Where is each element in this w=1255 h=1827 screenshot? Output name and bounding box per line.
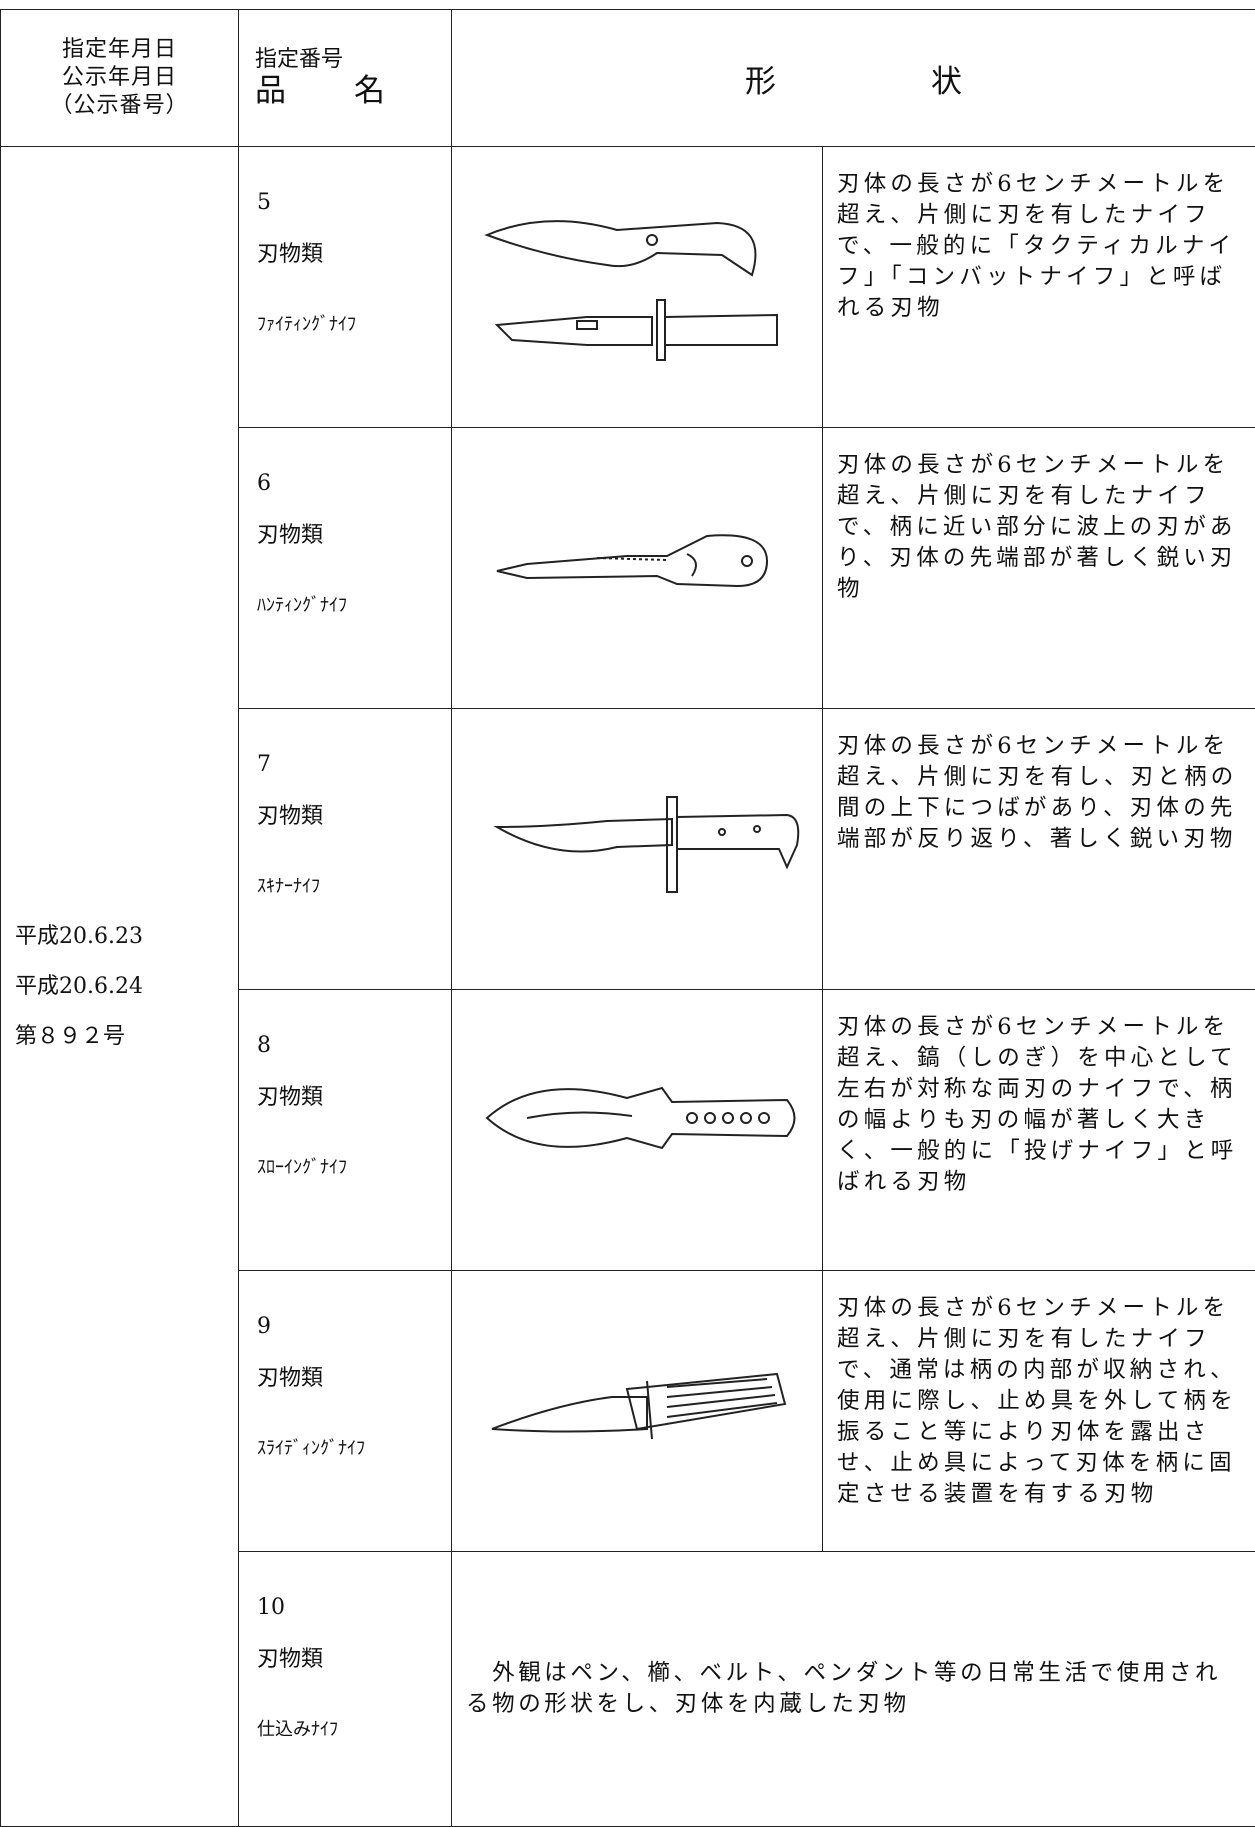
item-number: 9 — [257, 1301, 451, 1353]
item-name: ｽｷﾅｰﾅｲﾌ — [257, 861, 451, 913]
item-category: 刃物類 — [257, 1634, 451, 1686]
item-number: 8 — [257, 1020, 451, 1072]
picture-cell — [452, 1271, 823, 1552]
item-name: ﾊﾝﾃｨﾝｸﾞﾅｲﾌ — [257, 580, 451, 632]
item-category: 刃物類 — [257, 1353, 451, 1405]
item-name: ｽﾛｰｲﾝｸﾞﾅｲﾌ — [257, 1142, 451, 1194]
picture-cell — [452, 990, 823, 1271]
item-category: 刃物類 — [257, 510, 451, 562]
header-label: 品 名 — [255, 73, 451, 109]
number-header: 指定番号 品 名 — [239, 10, 452, 147]
date-text: 第８９２号 — [15, 1012, 238, 1062]
knife-drawing — [467, 1038, 807, 1218]
item-category: 刃物類 — [257, 229, 451, 281]
shape-header: 形 状 — [452, 10, 1255, 147]
item-number: 6 — [257, 458, 451, 510]
knife-drawing — [467, 476, 807, 656]
picture-cell — [452, 709, 823, 990]
description-cell: 刃体の長さが6センチメートルを超え、片側に刃を有し、刃と柄の間の上下につばがあり… — [823, 709, 1255, 990]
header-label: 公示年月日 — [1, 64, 238, 92]
date-header: 指定年月日 公示年月日 （公示番号） — [1, 10, 239, 147]
date-text: 平成20.6.23 — [15, 912, 238, 962]
description-cell: 刃体の長さが6センチメートルを超え、片側に刃を有したナイフで、柄に近い部分に波上… — [823, 428, 1255, 709]
knife-drawing — [467, 1319, 807, 1499]
header-label: 指定番号 — [255, 47, 451, 73]
description-cell: 外観はペン、櫛、ベルト、ペンダント等の日常生活で使用される物の形状をし、刃体を内… — [452, 1552, 1255, 1827]
description-cell: 刃体の長さが6センチメートルを超え、片側に刃を有したナイフで、通常は柄の内部が収… — [823, 1271, 1255, 1552]
header-label: （公示番号） — [1, 92, 238, 120]
header-label: 形 状 — [745, 64, 962, 100]
item-name: ﾌｧｲﾃｨﾝｸﾞﾅｲﾌ — [257, 299, 451, 351]
knife-drawing — [467, 195, 807, 375]
item-number: 5 — [257, 177, 451, 229]
knife-drawing — [467, 757, 807, 937]
item-number: 7 — [257, 739, 451, 791]
item-category: 刃物類 — [257, 1072, 451, 1124]
item-category: 刃物類 — [257, 791, 451, 843]
description-cell: 刃体の長さが6センチメートルを超え、鎬（しのぎ）を中心として左右が対称な両刃のナ… — [823, 990, 1255, 1271]
description-cell: 刃体の長さが6センチメートルを超え、片側に刃を有したナイフで、一般的に「タクティ… — [823, 147, 1255, 428]
item-name: ｽﾗｲﾃﾞｨﾝｸﾞﾅｲﾌ — [257, 1423, 451, 1475]
header-label: 指定年月日 — [1, 36, 238, 64]
picture-cell — [452, 147, 823, 428]
knife-table: 指定年月日 公示年月日 （公示番号） 指定番号 品 名 形 状 平成20.6.2… — [0, 9, 1255, 1827]
date-text: 平成20.6.24 — [15, 962, 238, 1012]
item-name: 仕込みﾅｲﾌ — [257, 1704, 451, 1756]
header-row: 指定年月日 公示年月日 （公示番号） 指定番号 品 名 形 状 — [1, 10, 1255, 147]
picture-cell — [452, 428, 823, 709]
item-number: 10 — [257, 1582, 451, 1634]
